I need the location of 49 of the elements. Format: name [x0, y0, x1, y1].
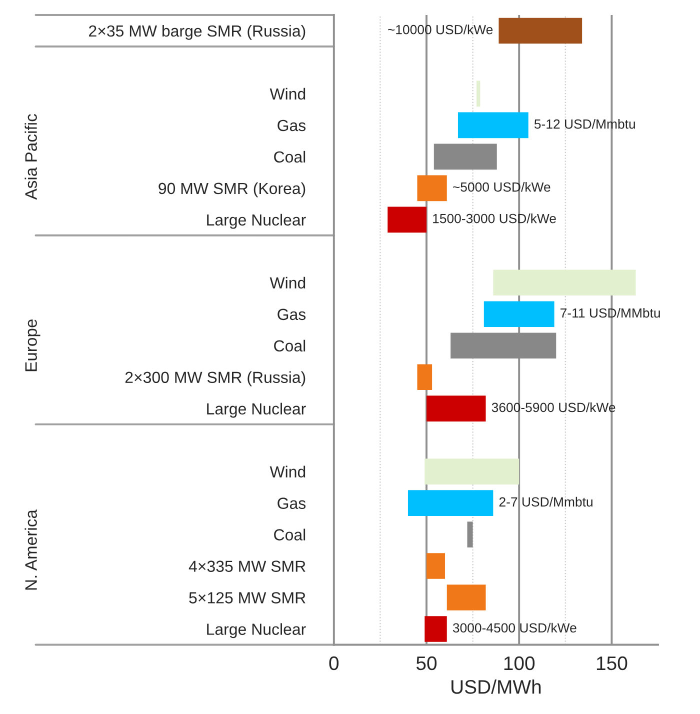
bar [408, 490, 494, 516]
bar [476, 80, 480, 107]
y-tick-label: Large Nuclear [207, 623, 306, 638]
bar [417, 175, 447, 202]
annotation: 7-11 USD/MMbtu [560, 308, 660, 318]
annotation: 1500-3000 USD/kWe [433, 214, 556, 224]
bar [458, 112, 528, 138]
bar [426, 396, 486, 422]
x-tick-label: 0 [329, 656, 339, 670]
bar [417, 364, 432, 390]
y-tick-label: Wind [270, 276, 306, 289]
annotation: 3000-4500 USD/kWe [452, 622, 576, 633]
bar [424, 616, 447, 642]
y-tick-label: 90 MW SMR (Korea) [158, 182, 306, 198]
bar [446, 584, 486, 610]
text: Europe [25, 319, 40, 372]
y-tick-label: Gas [278, 498, 306, 509]
annotation: 3600-5900 USD/kWe [492, 402, 616, 412]
annotation: ~5000 USD/kWe [453, 182, 550, 192]
y-tick-label: Large Nuclear [207, 402, 306, 418]
y-tick-label: Coal [274, 528, 306, 540]
y-tick-label: Coal [274, 150, 306, 163]
text: Asia Pacific [24, 114, 37, 200]
text: N. America [24, 510, 37, 590]
y-tick-label: 2×35 MW barge SMR (Russia) [89, 24, 306, 40]
bar [434, 144, 497, 170]
x-tick-label: 100 [504, 656, 535, 670]
x-tick-label: 150 [596, 656, 628, 670]
y-tick-label: Wind [270, 88, 306, 100]
x-axis-title: USD/MWh [452, 680, 541, 694]
y-tick-label: 4×335 MW SMR [188, 560, 306, 572]
bar [424, 458, 520, 484]
annotation: 5-12 USD/Mmbtu [534, 119, 635, 129]
y-tick-label: Coal [274, 340, 306, 352]
bar [388, 206, 426, 233]
annotation: 2-7 USD/Mmbtu [499, 496, 592, 507]
y-tick-label: Gas [278, 308, 306, 320]
x-tick-label: 50 [416, 656, 437, 670]
bar [467, 522, 473, 548]
y-tick-label: 5×125 MW SMR [189, 592, 306, 604]
annotation: ~10000 USD/kWe [388, 24, 493, 34]
y-tick-label: Gas [278, 120, 306, 132]
y-tick-label: 2×300 MW SMR (Russia) [125, 371, 306, 386]
bar [484, 301, 554, 328]
bar [493, 270, 636, 296]
bar [426, 553, 446, 579]
bar [498, 18, 582, 44]
y-tick-label: Large Nuclear [207, 214, 306, 229]
y-tick-label: Wind [270, 466, 306, 478]
